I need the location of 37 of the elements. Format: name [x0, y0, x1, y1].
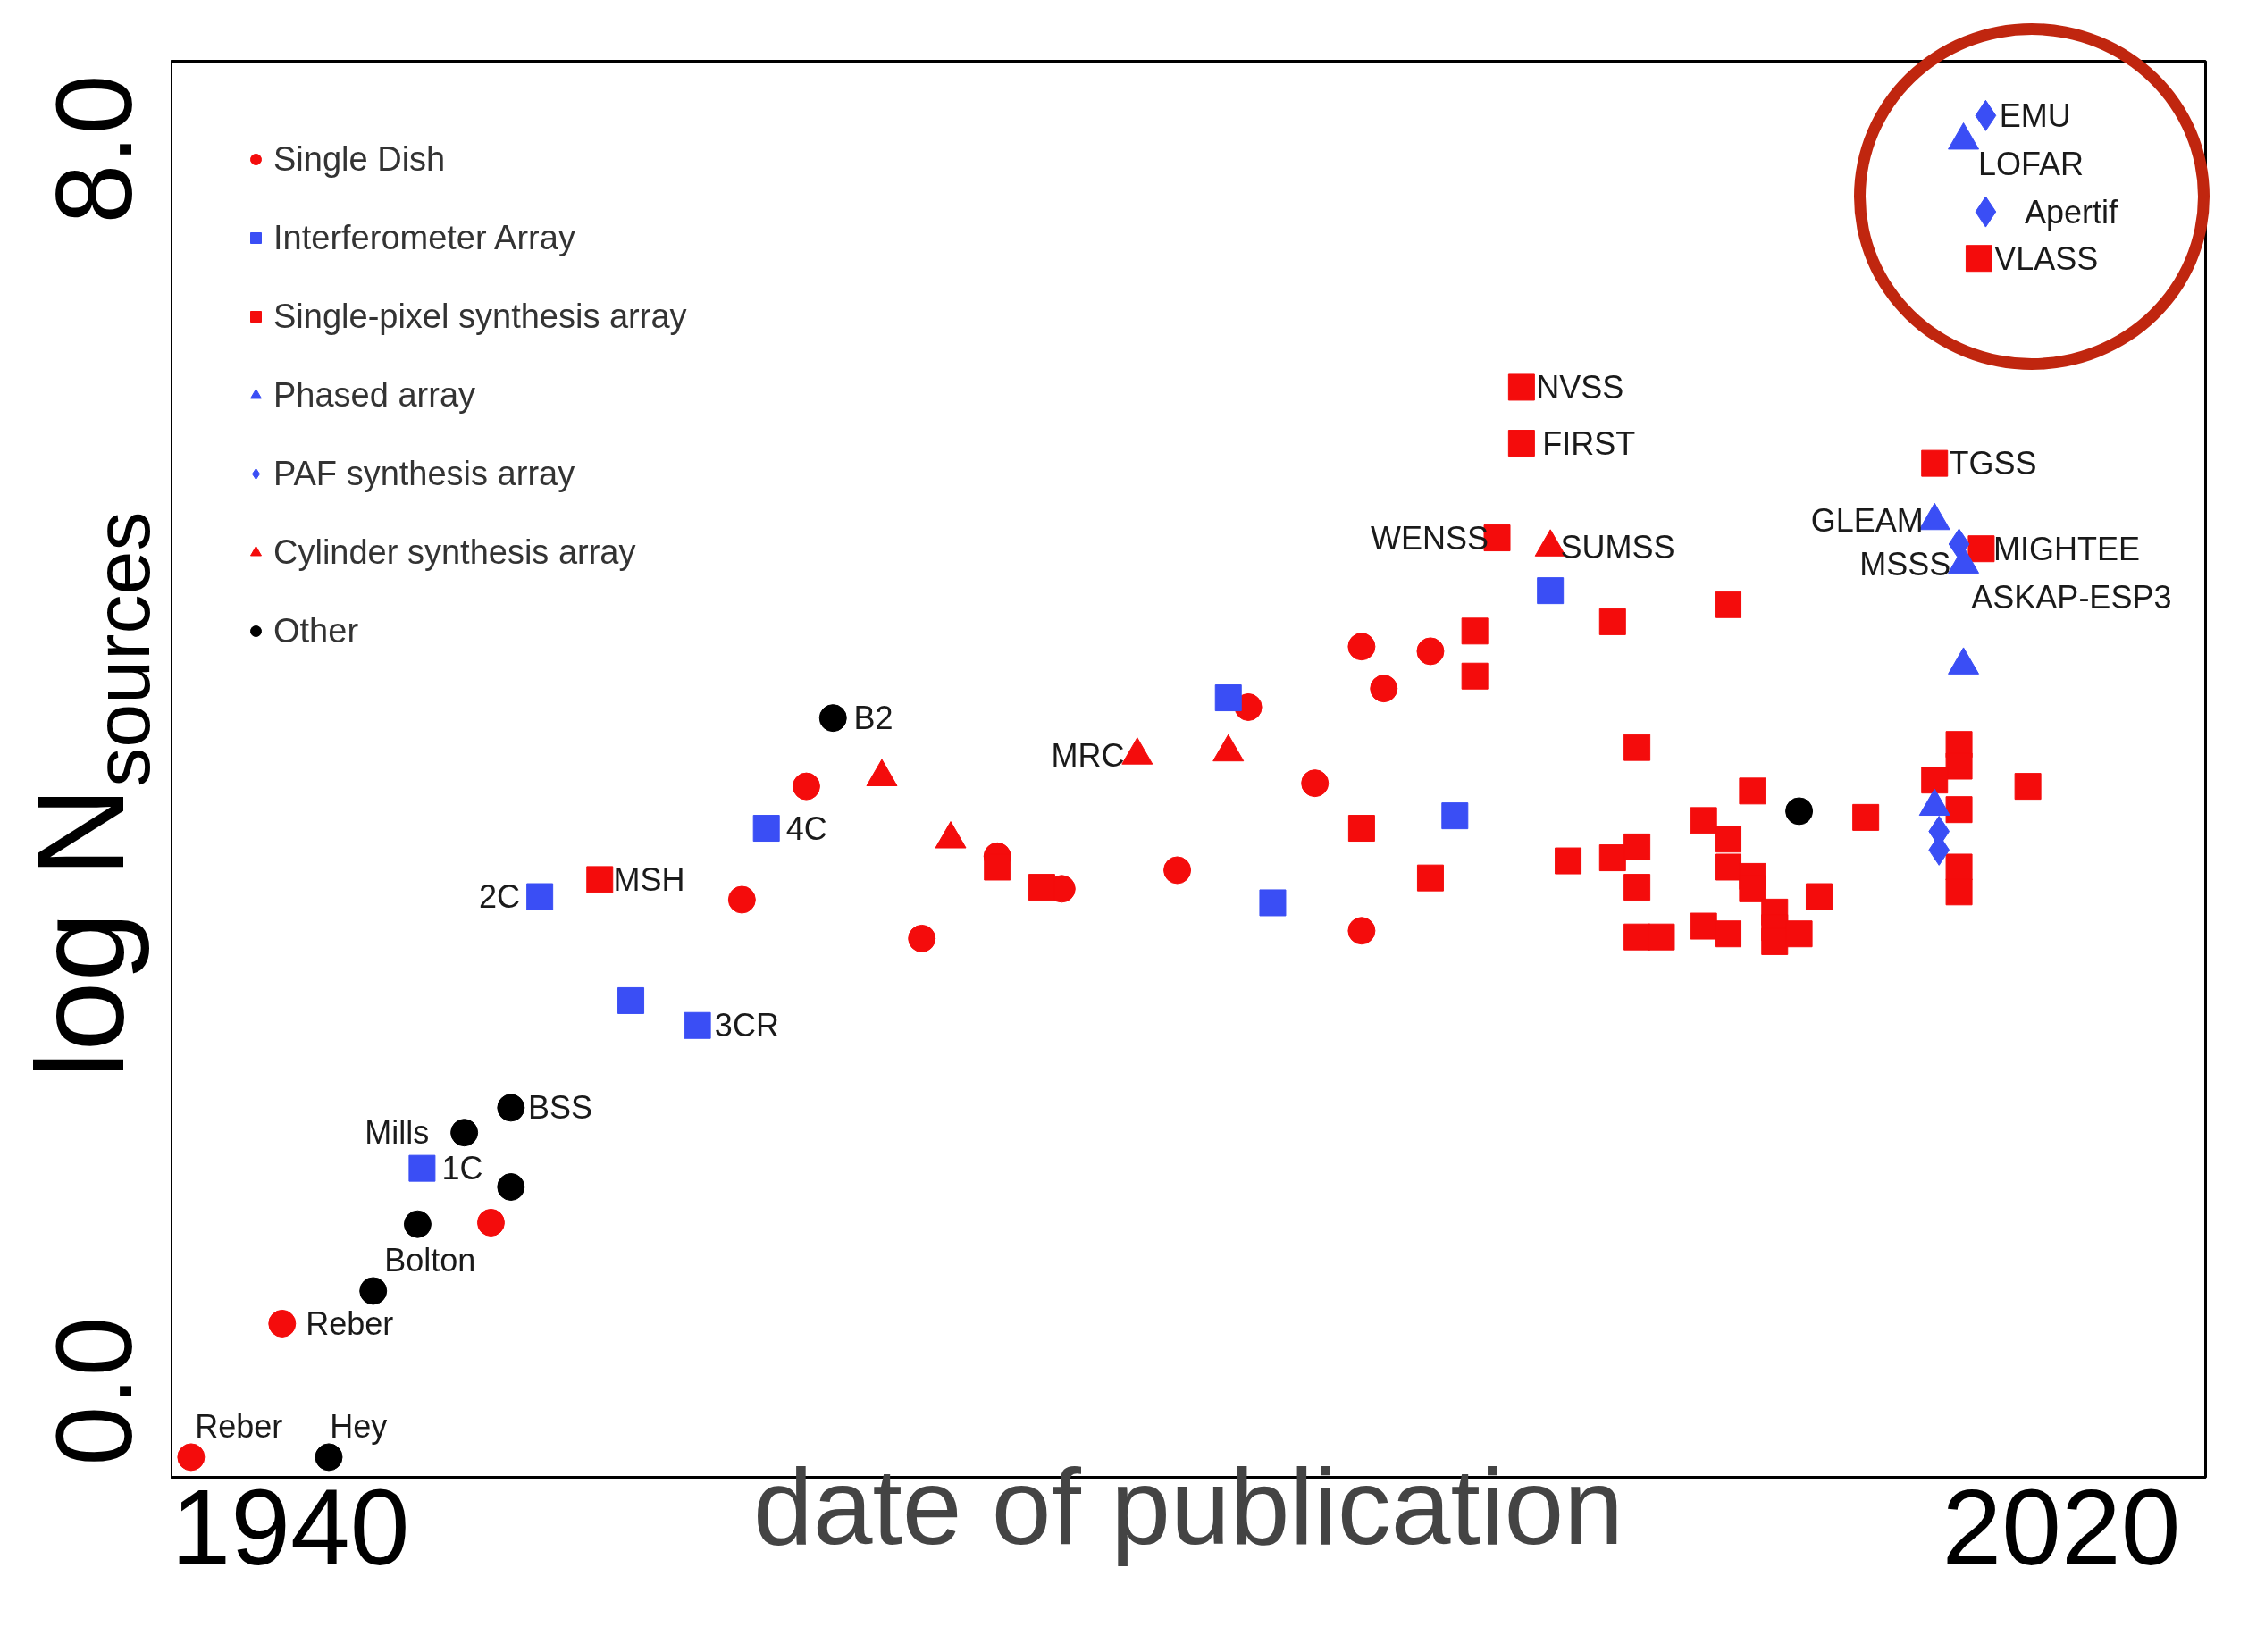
annotation: SUMSS — [1560, 528, 1675, 566]
legend-label: Cylinder synthesis array — [273, 532, 636, 573]
annotation: VLASS — [1994, 239, 2099, 277]
legend-label: PAF synthesis array — [273, 453, 575, 494]
legend-label: Phased array — [273, 374, 476, 415]
annotation: MIGHTEE — [1992, 530, 2141, 567]
annotation: Hey — [330, 1408, 388, 1446]
legend-label: Interferometer Array — [273, 217, 575, 258]
annotation: EMU — [1999, 96, 2071, 134]
annotation: Mills — [365, 1114, 430, 1152]
annotation: Bolton — [384, 1242, 476, 1279]
annotation: FIRST — [1542, 424, 1636, 462]
y-tick-label: 0.0 — [34, 1316, 154, 1466]
annotation: 2C — [478, 878, 521, 916]
legend-label: Single Dish — [273, 138, 446, 180]
legend-label: Single-pixel synthesis array — [273, 296, 687, 337]
annotation: Reber — [306, 1304, 394, 1342]
annotation: 4C — [785, 809, 827, 847]
annotation: MRC — [1051, 736, 1125, 774]
y-tick-label: 8.0 — [34, 74, 154, 224]
annotation: 3CR — [714, 1007, 779, 1044]
annotation: TGSS — [1949, 445, 2037, 482]
legend-label: Other — [273, 610, 359, 651]
annotation: Apertif — [2024, 193, 2118, 231]
annotation: BSS — [528, 1089, 593, 1127]
annotation: Reber — [195, 1408, 283, 1446]
annotation: ASKAP-ESP3 — [1971, 579, 2172, 616]
x-tick-label: 1940 — [171, 1466, 410, 1587]
annotation: NVSS — [1536, 368, 1624, 406]
annotation: GLEAM — [1810, 502, 1924, 540]
x-tick-label: 2020 — [1942, 1466, 2181, 1587]
x-axis-title: date of publication — [752, 1446, 1624, 1566]
annotation: MSSS — [1859, 546, 1951, 583]
annotation: B2 — [853, 700, 893, 737]
annotation: MSH — [613, 860, 685, 898]
annotation: LOFAR — [1977, 145, 2084, 182]
annotation: 1C — [441, 1150, 483, 1187]
